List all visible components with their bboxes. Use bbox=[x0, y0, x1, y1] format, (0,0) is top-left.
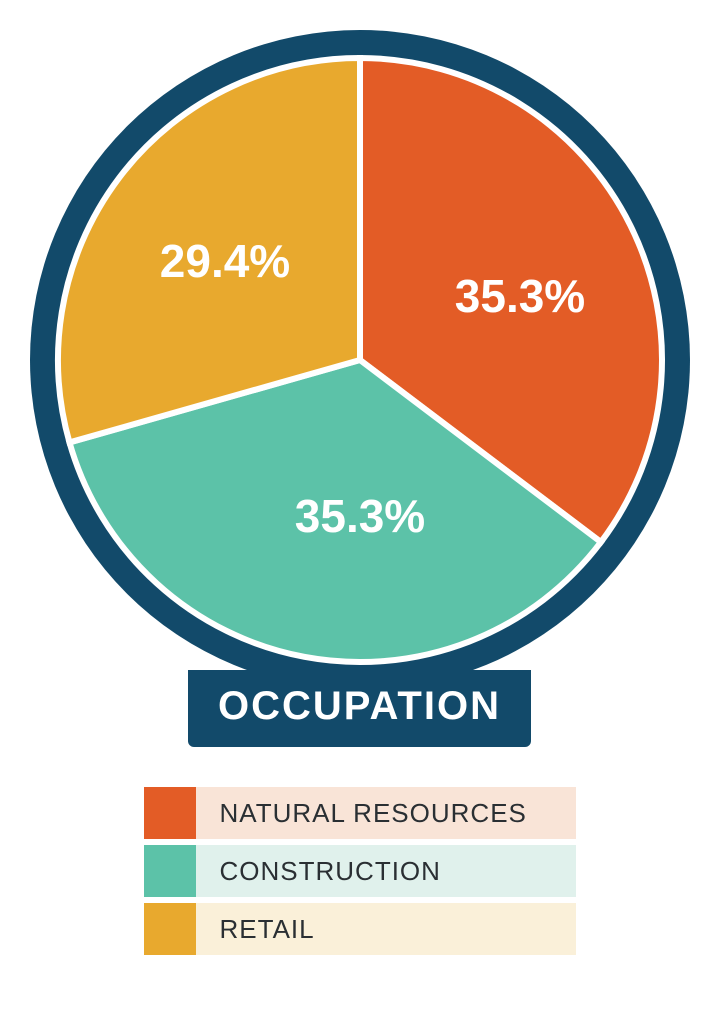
legend-item: RETAIL bbox=[144, 903, 576, 955]
legend-item: CONSTRUCTION bbox=[144, 845, 576, 897]
slice-label: 35.3% bbox=[454, 270, 584, 322]
legend-label: RETAIL bbox=[196, 903, 576, 955]
slice-label: 29.4% bbox=[159, 235, 289, 287]
pie-chart: 35.3% 35.3% 29.4% bbox=[30, 30, 690, 690]
slice-label: 35.3% bbox=[294, 490, 424, 542]
legend-item: NATURAL RESOURCES bbox=[144, 787, 576, 839]
legend-label: CONSTRUCTION bbox=[196, 845, 576, 897]
chart-title: OCCUPATION bbox=[188, 670, 531, 747]
legend-swatch bbox=[144, 787, 196, 839]
legend-swatch bbox=[144, 845, 196, 897]
legend: NATURAL RESOURCES CONSTRUCTION RETAIL bbox=[144, 787, 576, 961]
legend-label: NATURAL RESOURCES bbox=[196, 787, 576, 839]
legend-swatch bbox=[144, 903, 196, 955]
